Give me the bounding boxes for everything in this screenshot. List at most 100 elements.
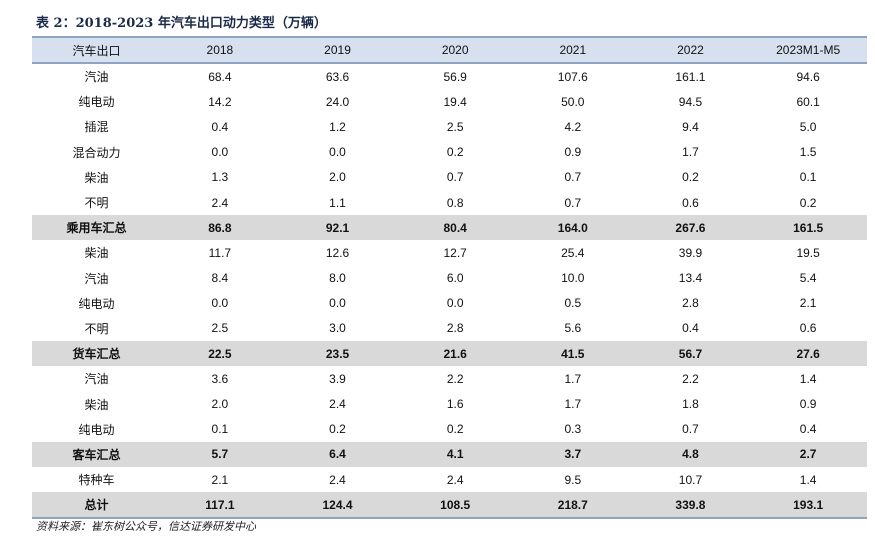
table-row: 混合动力 0.0 0.0 0.2 0.9 1.7 1.5 bbox=[32, 140, 867, 165]
row-label: 客车汇总 bbox=[32, 441, 162, 467]
table-row: 特种车 2.1 2.4 2.4 9.5 10.7 1.4 bbox=[32, 467, 867, 492]
summary-row: 总计 117.1 124.4 108.5 218.7 339.8 193.1 bbox=[32, 492, 867, 520]
summary-row: 乘用车汇总 86.8 92.1 80.4 164.0 267.6 161.5 bbox=[32, 215, 867, 241]
table-cell: 27.6 bbox=[749, 341, 867, 367]
table-cell: 5.4 bbox=[799, 271, 817, 286]
table-cell: 5.7 bbox=[161, 441, 279, 467]
table-cell: 2.4 bbox=[329, 397, 346, 412]
table-cell: 0.3 bbox=[564, 422, 582, 437]
table-cell: 1.7 bbox=[682, 145, 699, 160]
table-row: 纯电动 14.2 24.0 19.4 50.0 94.5 60.1 bbox=[32, 89, 867, 114]
table-cell: 0.1 bbox=[799, 170, 817, 185]
table-cell: 1.7 bbox=[564, 371, 582, 386]
table-cell: 23.5 bbox=[278, 341, 397, 367]
row-label: 纯电动 bbox=[78, 95, 115, 110]
table-cell: 339.8 bbox=[631, 492, 750, 520]
row-label: 不明 bbox=[84, 196, 109, 211]
table-cell: 0.7 bbox=[446, 170, 464, 185]
table-cell: 0.4 bbox=[682, 321, 699, 336]
table-cell: 41.5 bbox=[513, 341, 632, 367]
table-cell: 0.1 bbox=[211, 422, 229, 437]
table-cell: 10.7 bbox=[678, 472, 703, 487]
table-cell: 3.7 bbox=[513, 441, 632, 467]
table-cell: 1.4 bbox=[799, 371, 817, 386]
row-label: 总计 bbox=[32, 492, 162, 520]
table-cell: 5.0 bbox=[799, 119, 817, 134]
table-cell: 0.0 bbox=[446, 296, 464, 311]
table-cell: 0.2 bbox=[799, 195, 817, 210]
table-cell: 0.7 bbox=[564, 195, 582, 210]
table-cell: 2.0 bbox=[329, 170, 346, 185]
row-label: 汽油 bbox=[84, 271, 109, 286]
table-row: 汽油 8.4 8.0 6.0 10.0 13.4 5.4 bbox=[32, 266, 867, 291]
header-year: 2023M1-M5 bbox=[776, 43, 841, 57]
table-cell: 4.1 bbox=[396, 441, 514, 467]
table-cell: 218.7 bbox=[513, 492, 632, 520]
table-cell: 1.8 bbox=[682, 397, 699, 412]
row-label: 汽油 bbox=[84, 372, 109, 387]
table-cell: 22.5 bbox=[161, 341, 279, 367]
table-row: 纯电动 0.1 0.2 0.2 0.3 0.7 0.4 bbox=[32, 417, 867, 442]
table-row: 柴油 1.3 2.0 0.7 0.7 0.2 0.1 bbox=[32, 165, 867, 190]
table-cell: 107.6 bbox=[557, 69, 588, 84]
table-cell: 10.0 bbox=[561, 271, 585, 286]
table-cell: 94.6 bbox=[796, 69, 820, 84]
table-row: 不明 2.5 3.0 2.8 5.6 0.4 0.6 bbox=[32, 316, 867, 341]
row-label: 柴油 bbox=[84, 170, 109, 185]
table-cell: 50.0 bbox=[561, 94, 585, 109]
table-cell: 2.1 bbox=[799, 296, 817, 311]
table-cell: 0.0 bbox=[329, 145, 346, 160]
table-cell: 164.0 bbox=[513, 215, 632, 241]
row-label: 插混 bbox=[84, 120, 109, 135]
table-cell: 1.5 bbox=[799, 145, 817, 160]
table-cell: 1.6 bbox=[446, 397, 464, 412]
table-cell: 0.9 bbox=[799, 397, 817, 412]
header-year: 2018 bbox=[206, 43, 234, 57]
table-cell: 0.6 bbox=[682, 195, 699, 210]
table-cell: 19.4 bbox=[443, 94, 467, 109]
table-cell: 2.4 bbox=[329, 472, 346, 487]
table-cell: 14.2 bbox=[208, 94, 232, 109]
table-cell: 267.6 bbox=[631, 215, 750, 241]
table-cell: 2.2 bbox=[682, 371, 699, 386]
table-cell: 0.2 bbox=[329, 422, 346, 437]
summary-row: 货车汇总 22.5 23.5 21.6 41.5 56.7 27.6 bbox=[32, 341, 867, 367]
table-row: 纯电动 0.0 0.0 0.0 0.5 2.8 2.1 bbox=[32, 291, 867, 316]
header-year: 2022 bbox=[677, 43, 704, 57]
table-cell: 3.0 bbox=[329, 321, 346, 336]
table-cell: 2.5 bbox=[446, 119, 464, 134]
table-cell: 161.5 bbox=[749, 215, 867, 241]
table-cell: 1.7 bbox=[564, 397, 582, 412]
table-cell: 86.8 bbox=[161, 215, 279, 241]
table-cell: 2.5 bbox=[211, 321, 229, 336]
table-cell: 0.0 bbox=[329, 296, 346, 311]
table-row: 柴油 2.0 2.4 1.6 1.7 1.8 0.9 bbox=[32, 391, 867, 416]
table-cell: 2.7 bbox=[749, 441, 867, 467]
table-cell: 1.3 bbox=[211, 170, 229, 185]
table-cell: 108.5 bbox=[396, 492, 514, 520]
table-cell: 80.4 bbox=[396, 215, 514, 241]
table-cell: 3.9 bbox=[329, 371, 346, 386]
table-cell: 39.9 bbox=[678, 245, 703, 260]
row-label: 纯电动 bbox=[78, 422, 115, 437]
table-cell: 4.8 bbox=[631, 441, 750, 467]
table-body: 汽油 68.4 63.6 56.9 107.6 161.1 94.6 纯电动 14.2 24.0 1… bbox=[32, 63, 867, 520]
summary-row: 客车汇总 5.7 6.4 4.1 3.7 4.8 2.7 bbox=[32, 441, 867, 467]
table-cell: 25.4 bbox=[561, 245, 585, 260]
row-label: 混合动力 bbox=[72, 145, 121, 160]
table-title: 表 2：2018-2023 年汽车出口动力类型（万辆） bbox=[36, 16, 327, 31]
table-cell: 117.1 bbox=[161, 492, 279, 520]
row-label: 纯电动 bbox=[78, 296, 115, 311]
data-table-container: 汽车出口 2018 2019 2020 2021 2022 2023M1-M5 汽油 68.4… bbox=[32, 36, 867, 520]
row-label: 柴油 bbox=[84, 397, 109, 412]
table-cell: 24.0 bbox=[325, 94, 350, 109]
table-cell: 0.2 bbox=[682, 170, 699, 185]
row-label: 乘用车汇总 bbox=[32, 215, 162, 241]
header-category: 汽车出口 bbox=[72, 43, 121, 58]
table-cell: 94.5 bbox=[678, 94, 703, 109]
table-cell: 2.8 bbox=[682, 296, 699, 311]
table-cell: 92.1 bbox=[278, 215, 397, 241]
header-year: 2021 bbox=[559, 43, 587, 57]
row-label: 货车汇总 bbox=[32, 341, 162, 367]
table-cell: 21.6 bbox=[396, 341, 514, 367]
